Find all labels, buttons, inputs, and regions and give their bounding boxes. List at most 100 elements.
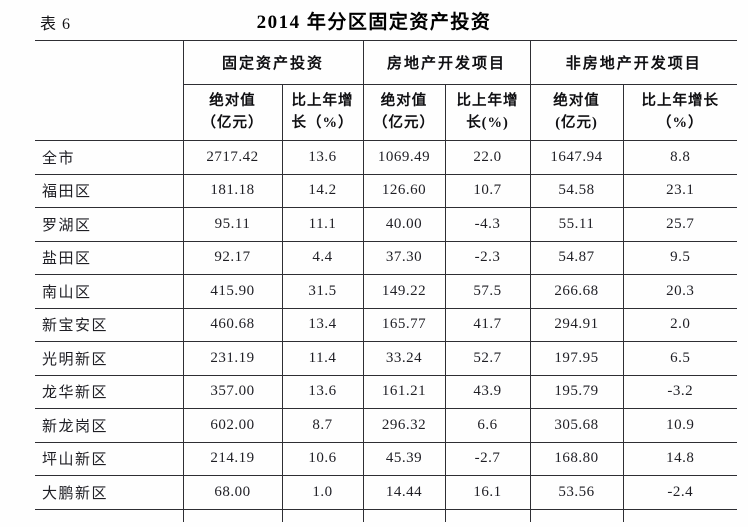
investment-table: 固定资产投资 房地产开发项目 非房地产开发项目 绝对值 （亿元） 比上年增 长（… — [35, 40, 738, 522]
value-cell: 37.30 — [362, 240, 446, 275]
value-cell: 13.4 — [281, 307, 364, 342]
sub-header-line: 比上年增 — [456, 93, 519, 110]
table-row: 新宝安区 460.68 13.4 165.77 41.7 294.91 2.0 — [35, 307, 738, 342]
cutoff-cell — [281, 508, 364, 522]
table-row: 罗湖区 95.11 11.1 40.00 -4.3 55.11 25.7 — [35, 207, 738, 242]
district-cell: 坪山新区 — [35, 441, 184, 476]
value-cell: 126.60 — [362, 173, 446, 208]
value-cell: 415.90 — [182, 274, 283, 309]
value-cell: 181.18 — [182, 173, 283, 208]
cutoff-row — [35, 508, 738, 522]
table-title: 2014 年分区固定资产投资 — [256, 12, 492, 33]
value-cell: 40.00 — [362, 207, 446, 242]
value-cell: 10.9 — [622, 408, 738, 443]
value-cell: 14.8 — [622, 441, 738, 476]
value-cell: 6.5 — [622, 341, 738, 376]
table-caption: 表 6 2014 年分区固定资产投资 — [0, 0, 748, 40]
cutoff-cell — [362, 508, 446, 522]
value-cell: 14.2 — [281, 173, 364, 208]
sub-header-line: （%） — [657, 114, 704, 131]
district-cell: 南山区 — [35, 274, 184, 309]
value-cell: 357.00 — [182, 374, 283, 409]
value-cell: -4.3 — [444, 207, 531, 242]
sub-header-abs-1: 绝对值 （亿元） — [183, 84, 283, 141]
group-header-real-estate: 房地产开发项目 — [362, 40, 531, 85]
value-cell: 9.5 — [622, 240, 738, 275]
value-cell: 305.68 — [529, 408, 624, 443]
value-cell: 8.7 — [281, 408, 364, 443]
value-cell: 231.19 — [182, 341, 283, 376]
value-cell: 1647.94 — [529, 140, 624, 175]
value-cell: 1.0 — [281, 475, 364, 510]
cutoff-cell — [529, 508, 624, 522]
table-row: 光明新区 231.19 11.4 33.24 52.7 197.95 6.5 — [35, 341, 738, 376]
value-cell: 57.5 — [444, 274, 531, 309]
value-cell: 2717.42 — [182, 140, 283, 175]
sub-header-abs-3: 绝对值 (亿元) — [529, 84, 624, 141]
value-cell: 43.9 — [444, 374, 531, 409]
value-cell: 6.6 — [444, 408, 531, 443]
sub-header-line: 长（%） — [291, 114, 354, 131]
value-cell: 41.7 — [444, 307, 531, 342]
district-cell: 新龙岗区 — [35, 408, 184, 443]
district-cell: 龙华新区 — [35, 374, 184, 409]
cutoff-cell — [35, 508, 184, 522]
table-row: 新龙岗区 602.00 8.7 296.32 6.6 305.68 10.9 — [35, 408, 738, 443]
value-cell: 33.24 — [362, 341, 446, 376]
value-cell: 460.68 — [182, 307, 283, 342]
cutoff-cell — [622, 508, 738, 522]
value-cell: 8.8 — [622, 140, 738, 175]
value-cell: 602.00 — [182, 408, 283, 443]
value-cell: -2.3 — [444, 240, 531, 275]
value-cell: 10.6 — [281, 441, 364, 476]
corner-cell — [35, 40, 184, 141]
value-cell: 95.11 — [182, 207, 283, 242]
value-cell: 149.22 — [362, 274, 446, 309]
value-cell: 195.79 — [529, 374, 624, 409]
value-cell: 11.1 — [281, 207, 364, 242]
value-cell: 68.00 — [182, 475, 283, 510]
value-cell: 13.6 — [281, 140, 364, 175]
value-cell: 266.68 — [529, 274, 624, 309]
value-cell: -3.2 — [622, 374, 738, 409]
value-cell: 161.21 — [362, 374, 446, 409]
table-row: 全市 2717.42 13.6 1069.49 22.0 1647.94 8.8 — [35, 140, 738, 175]
sub-header-line: （亿元） — [201, 114, 264, 131]
value-cell: 22.0 — [444, 140, 531, 175]
value-cell: 31.5 — [281, 274, 364, 309]
sub-header-line: 绝对值 — [209, 93, 256, 110]
value-cell: 20.3 — [622, 274, 738, 309]
value-cell: -2.4 — [622, 475, 738, 510]
value-cell: 4.4 — [281, 240, 364, 275]
value-cell: 52.7 — [444, 341, 531, 376]
group-header-fixed-asset: 固定资产投资 — [182, 40, 364, 85]
value-cell: 13.6 — [281, 374, 364, 409]
table-row: 坪山新区 214.19 10.6 45.39 -2.7 168.80 14.8 — [35, 441, 738, 476]
value-cell: 16.1 — [444, 475, 531, 510]
group-header-row: 固定资产投资 房地产开发项目 非房地产开发项目 — [35, 40, 738, 141]
value-cell: 53.56 — [529, 475, 624, 510]
sub-header-line: 长(%) — [466, 114, 509, 131]
district-cell: 福田区 — [35, 173, 184, 208]
sub-header-growth-3: 比上年增长 （%） — [622, 84, 738, 141]
sub-header-row: 绝对值 （亿元） 比上年增 长（%） 绝对值 （亿元） 比上年增 长(%) 绝对… — [35, 84, 738, 141]
sub-header-line: 绝对值 — [553, 93, 600, 110]
district-cell: 全市 — [35, 140, 184, 175]
district-cell: 光明新区 — [35, 341, 184, 376]
value-cell: 168.80 — [529, 441, 624, 476]
sub-header-line: （亿元） — [373, 114, 436, 131]
value-cell: 14.44 — [362, 475, 446, 510]
value-cell: 294.91 — [529, 307, 624, 342]
value-cell: -2.7 — [444, 441, 531, 476]
value-cell: 92.17 — [182, 240, 283, 275]
sub-header-line: 比上年增长 — [641, 93, 720, 110]
table-body: 全市 2717.42 13.6 1069.49 22.0 1647.94 8.8 福田区 181… — [35, 140, 738, 522]
value-cell: 296.32 — [362, 408, 446, 443]
value-cell: 11.4 — [281, 341, 364, 376]
value-cell: 2.0 — [622, 307, 738, 342]
value-cell: 25.7 — [622, 207, 738, 242]
value-cell: 45.39 — [362, 441, 446, 476]
sub-header-line: 绝对值 — [380, 93, 428, 110]
sub-header-line: (亿元) — [555, 114, 598, 131]
cutoff-cell — [444, 508, 531, 522]
